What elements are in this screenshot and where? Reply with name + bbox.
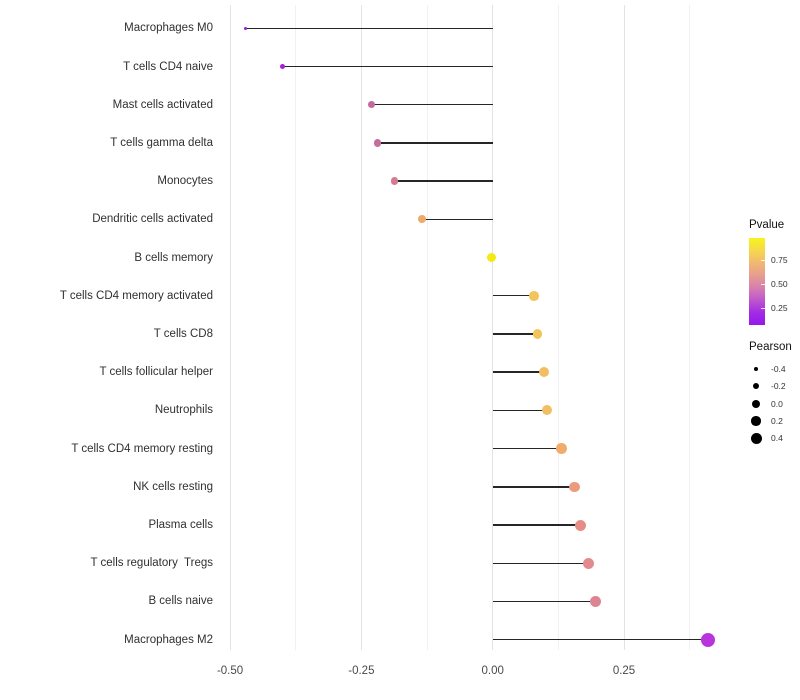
minor-gridline	[689, 5, 691, 650]
pearson-size-key-label: -0.2	[771, 381, 786, 392]
lollipop-stem	[492, 409, 548, 412]
y-axis-label: T cells CD4 memory resting	[71, 442, 213, 455]
x-axis-tick-label: -0.50	[216, 665, 244, 677]
pearson-size-key-dot	[752, 383, 760, 390]
data-point	[532, 329, 543, 339]
pearson-legend-title: Pearson	[749, 341, 792, 353]
minor-gridline	[557, 5, 559, 650]
x-axis-tick-label: 0.00	[481, 665, 504, 677]
lollipop-stem	[492, 600, 596, 603]
data-point	[373, 139, 381, 147]
major-gridline	[360, 5, 362, 650]
data-point	[279, 63, 286, 70]
minor-gridline	[426, 5, 428, 650]
y-axis-label: T cells gamma delta	[110, 136, 213, 149]
y-axis-label: B cells naive	[148, 595, 213, 608]
x-axis-tick-label: 0.25	[612, 665, 636, 677]
y-axis-label: Macrophages M0	[124, 22, 213, 35]
pvalue-legend-title: Pvalue	[749, 219, 785, 231]
pearson-size-key-label: 0.2	[771, 415, 783, 426]
colorbar-tick-mark	[761, 259, 765, 261]
pearson-size-key-label: 0.0	[771, 398, 783, 409]
y-axis-label: T cells CD8	[153, 327, 213, 340]
data-point	[556, 443, 567, 454]
data-point	[701, 632, 716, 647]
major-gridline	[623, 5, 625, 650]
colorbar-tick-mark	[761, 307, 765, 309]
major-gridline	[492, 5, 494, 650]
y-axis-label: T cells CD4 memory activated	[59, 289, 213, 302]
lollipop-stem	[492, 333, 538, 335]
x-axis-tick-label: -0.25	[348, 665, 375, 677]
lollipop-stem	[282, 65, 493, 68]
y-axis-label: T cells regulatory Tregs	[90, 557, 213, 570]
colorbar-tick-mark	[761, 283, 765, 285]
lollipop-stem	[492, 562, 589, 564]
data-point	[390, 177, 399, 185]
lollipop-stem	[245, 27, 493, 29]
y-axis-label: T cells follicular helper	[99, 366, 213, 379]
y-axis-label: T cells CD4 naive	[123, 60, 213, 73]
data-point	[542, 405, 553, 416]
y-axis-label: NK cells resting	[133, 480, 213, 493]
data-point	[244, 26, 248, 30]
lollipop-stem	[492, 295, 535, 297]
lollipop-stem	[492, 371, 545, 373]
minor-gridline	[295, 5, 297, 650]
pearson-size-key-label: -0.4	[771, 364, 786, 374]
data-point	[569, 481, 580, 493]
lollipop-stem	[492, 524, 581, 526]
lollipop-stem	[377, 142, 493, 144]
pearson-size-key-dot	[752, 399, 760, 408]
lollipop-stem	[421, 218, 493, 221]
data-point	[529, 290, 539, 301]
data-point	[582, 557, 594, 569]
data-point	[539, 367, 550, 378]
pearson-size-key-label: 0.4	[771, 433, 783, 444]
data-point	[486, 252, 496, 263]
colorbar-tick-label: 0.50	[771, 278, 788, 289]
data-point	[368, 101, 376, 109]
data-point	[417, 215, 426, 224]
y-axis-label: Dendritic cells activated	[92, 213, 213, 226]
lollipop-stem	[371, 104, 493, 106]
pvalue-colorbar	[749, 238, 765, 325]
y-axis-label: Macrophages M2	[124, 633, 213, 646]
pearson-size-key-dot	[750, 432, 762, 444]
pearson-size-key-dot	[751, 416, 761, 426]
data-point	[575, 519, 587, 531]
y-axis-label: Monocytes	[157, 175, 213, 188]
y-axis-label: Mast cells activated	[112, 98, 213, 111]
data-point	[589, 595, 602, 608]
lollipop-stem	[492, 486, 575, 488]
lollipop-stem	[492, 447, 562, 450]
y-axis-label: Plasma cells	[148, 519, 213, 532]
colorbar-tick-label: 0.25	[771, 302, 788, 313]
lollipop-stem	[492, 638, 709, 641]
major-gridline	[229, 5, 231, 650]
lollipop-stem	[394, 180, 493, 182]
y-axis-label: B cells memory	[134, 251, 213, 264]
colorbar-tick-label: 0.75	[771, 254, 788, 265]
pearson-size-key-dot	[753, 366, 759, 372]
y-axis-label: Neutrophils	[154, 404, 213, 417]
